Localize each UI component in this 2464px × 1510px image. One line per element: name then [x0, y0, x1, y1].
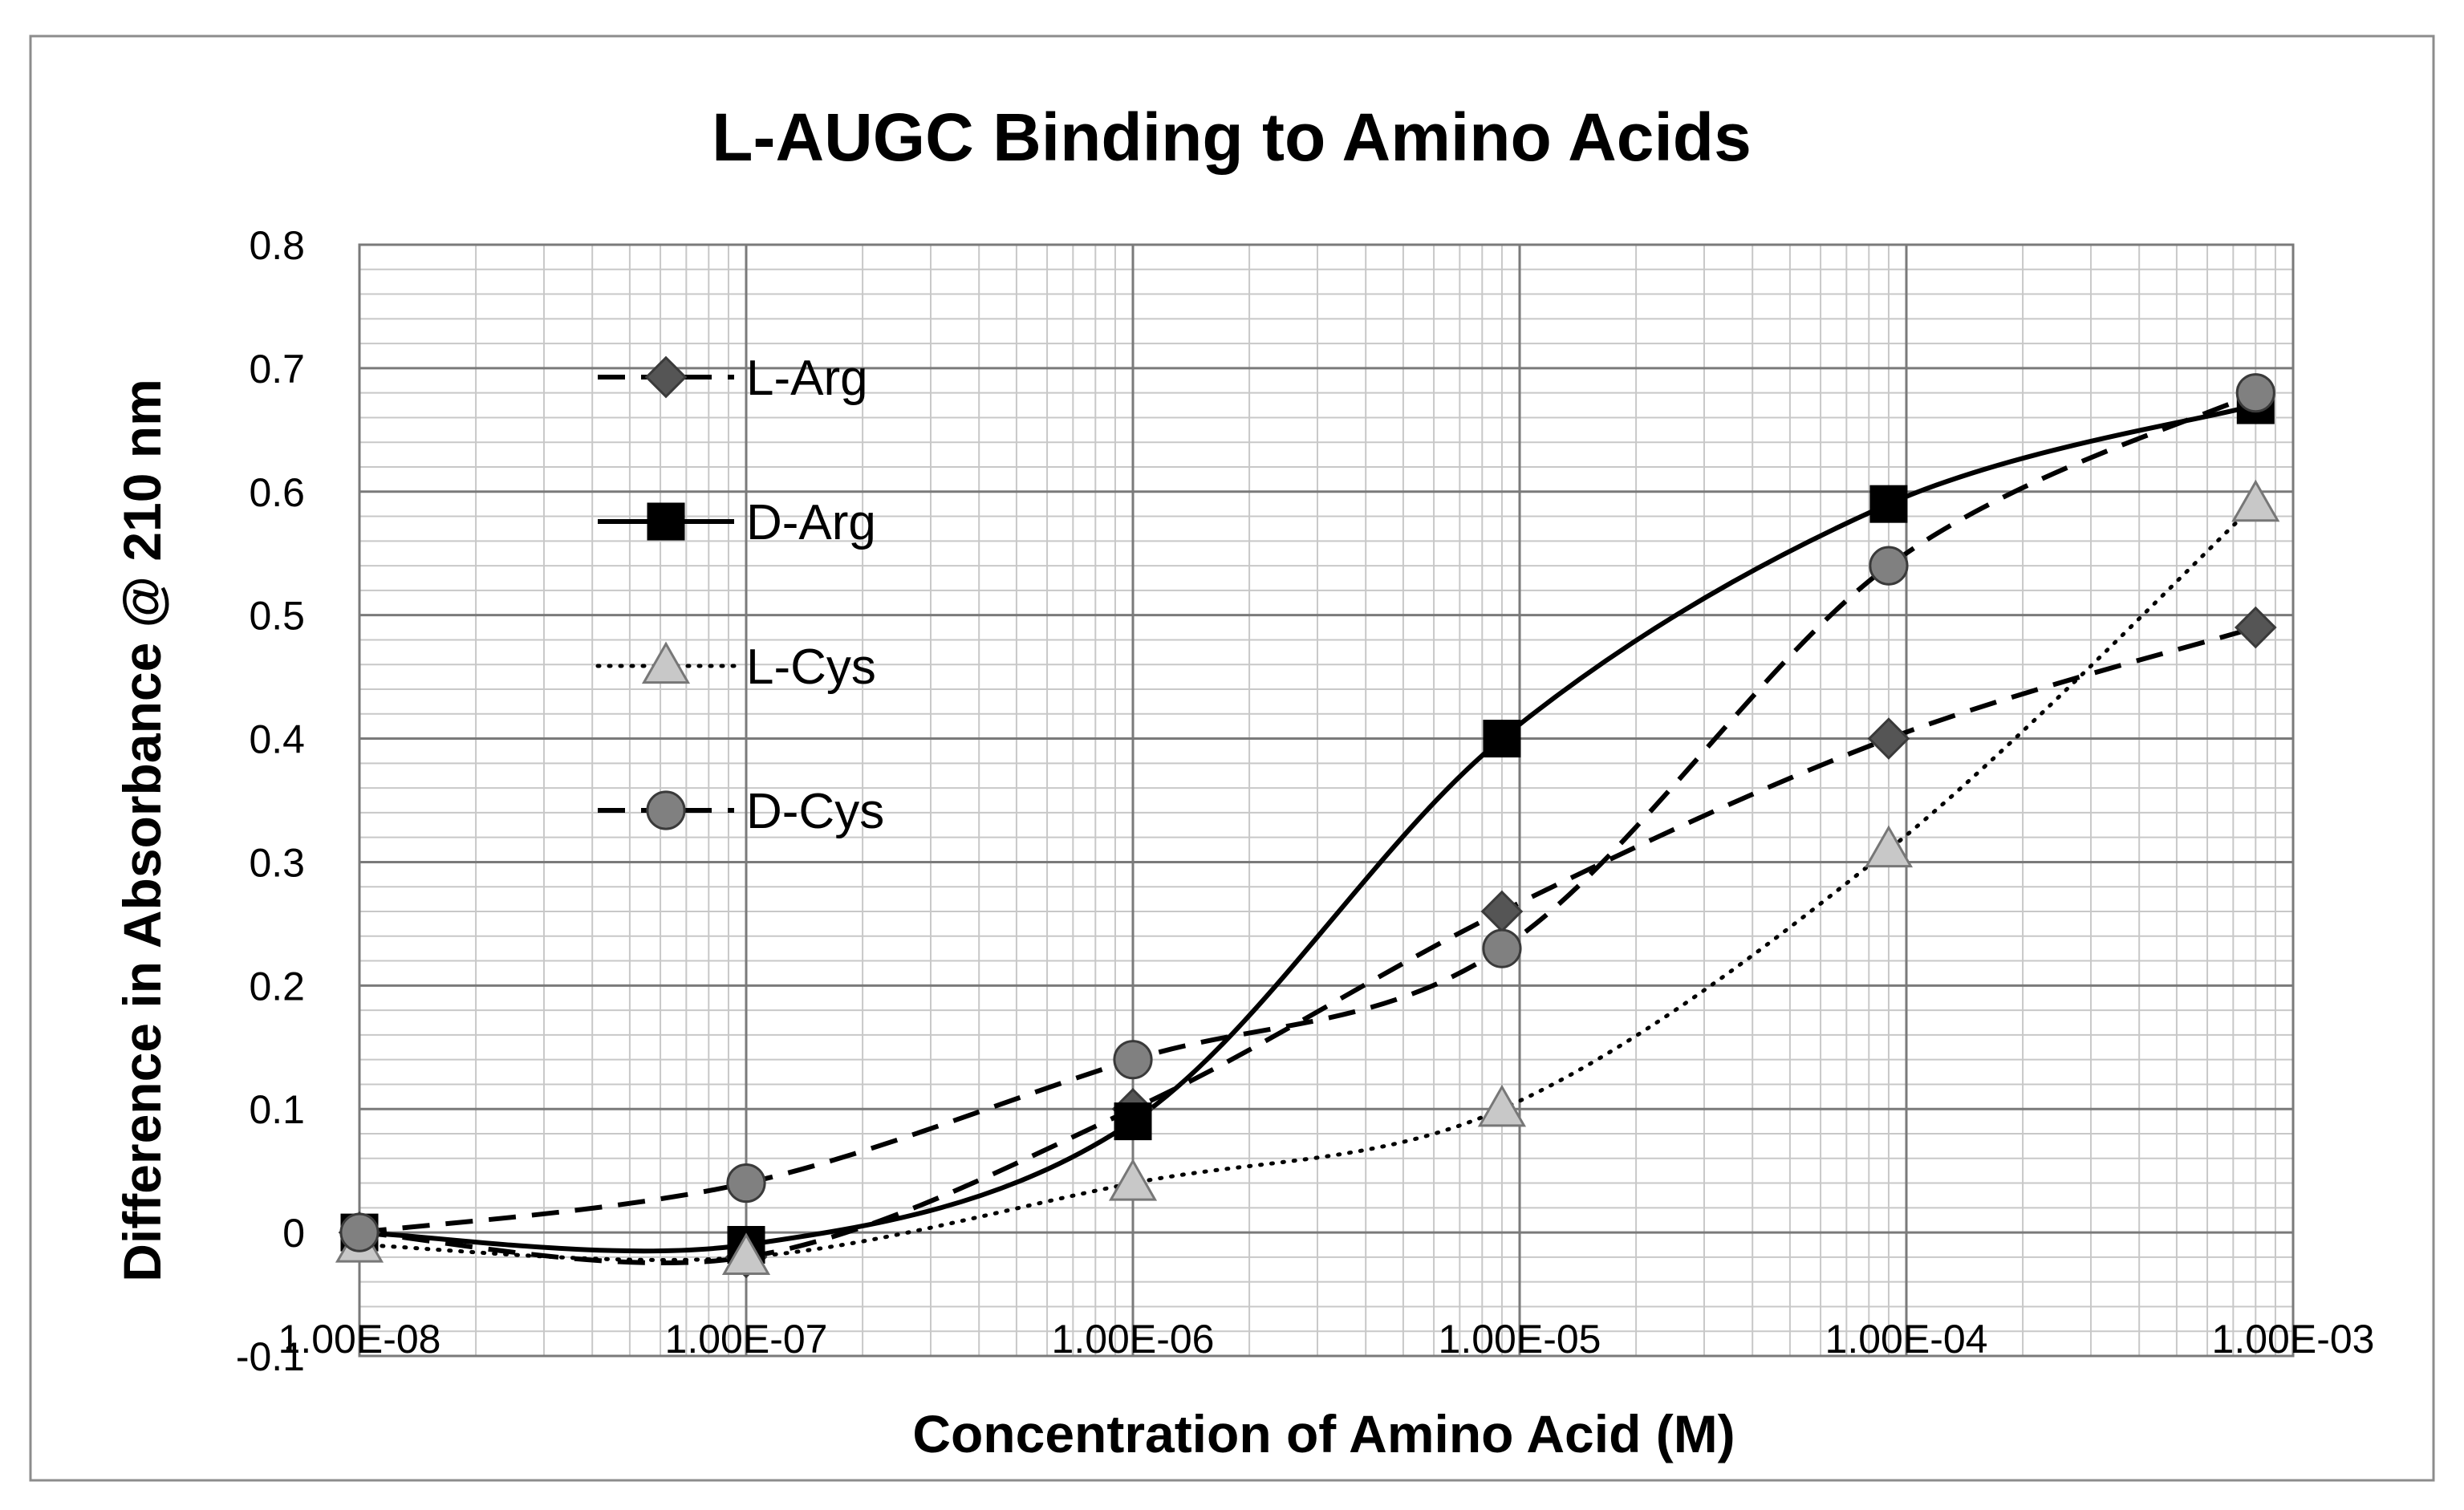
data-point-l-cys — [1477, 1084, 1527, 1127]
data-point-l-cys — [2231, 479, 2280, 522]
data-point-d-cys — [1113, 1040, 1153, 1080]
series-line-d-arg — [359, 403, 2257, 1254]
y-tick-label: -0.1 — [236, 1334, 305, 1379]
data-point-l-arg — [2234, 606, 2277, 649]
x-tick-label: 1.00E-06 — [1052, 1317, 1215, 1362]
series-lines — [357, 390, 2258, 1265]
y-tick-label: 0.4 — [249, 717, 305, 762]
y-tick-label: 0.7 — [249, 347, 305, 392]
data-point-l-cys — [1108, 1159, 1158, 1201]
data-point-d-arg — [1869, 485, 1908, 523]
legend-item-l-arg: L-Arg — [598, 351, 868, 406]
grid — [358, 243, 2295, 1358]
data-point-d-cys — [1482, 928, 1522, 968]
legend-label-l-cys: L-Cys — [746, 639, 876, 695]
data-point-d-cys — [339, 1212, 380, 1252]
x-tick-label: 1.00E-08 — [278, 1317, 441, 1362]
x-tick-labels: 1.00E-08 1.00E-07 1.00E-06 1.00E-05 1.00E-04… — [278, 1317, 2375, 1362]
data-point-l-arg — [1867, 717, 1910, 760]
x-tick-label: 1.00E-03 — [2212, 1317, 2375, 1362]
legend-label-d-arg: D-Arg — [746, 495, 876, 550]
legend-label-l-arg: L-Arg — [746, 351, 868, 406]
legend-item-d-cys: D-Cys — [598, 784, 884, 839]
x-tick-label: 1.00E-04 — [1825, 1317, 1988, 1362]
legend-marker-l-arg — [644, 355, 688, 399]
data-point-l-cys — [1864, 825, 1914, 868]
y-tick-label: 0.2 — [249, 964, 305, 1009]
data-point-d-cys — [2235, 373, 2275, 413]
series-markers — [335, 373, 2280, 1279]
series-line-l-cys — [357, 501, 2258, 1262]
data-point-d-cys — [1869, 546, 1909, 586]
x-tick-label: 1.00E-07 — [665, 1317, 828, 1362]
x-tick-label: 1.00E-05 — [1439, 1317, 1601, 1362]
series-line-d-cys — [359, 390, 2257, 1236]
legend-marker-l-cys — [641, 641, 691, 684]
legend-marker-d-arg — [647, 502, 685, 541]
legend-item-l-cys: L-Cys — [595, 639, 876, 695]
chart-frame — [29, 35, 2435, 1482]
legend: L-Arg D-Arg L-Cys D-Cys — [595, 351, 884, 839]
legend-item-d-arg: D-Arg — [598, 495, 876, 550]
chart-title: L-AUGC Binding to Amino Acids — [712, 99, 1752, 175]
y-tick-labels: -0.1 0 0.1 0.2 0.3 0.4 0.5 0.6 0.7 0.8 — [236, 223, 305, 1379]
y-tick-label: 0.6 — [249, 470, 305, 515]
x-axis-title: Concentration of Amino Acid (M) — [912, 1404, 1735, 1463]
y-tick-label: 0 — [282, 1211, 305, 1256]
data-point-d-arg — [1483, 720, 1521, 758]
plot-area-border — [358, 243, 2295, 1358]
y-tick-label: 0.8 — [249, 223, 305, 268]
y-axis-title: Difference in Absorbance @ 210 nm — [112, 379, 172, 1282]
data-point-d-cys — [726, 1163, 766, 1204]
data-point-l-cys — [721, 1232, 771, 1276]
y-tick-label: 0.5 — [249, 594, 305, 639]
y-tick-label: 0.1 — [249, 1087, 305, 1132]
data-point-d-arg — [1114, 1102, 1152, 1141]
legend-label-d-cys: D-Cys — [746, 784, 884, 839]
series-line-l-arg — [359, 625, 2257, 1265]
legend-marker-d-cys — [646, 790, 686, 830]
y-tick-label: 0.3 — [249, 840, 305, 885]
